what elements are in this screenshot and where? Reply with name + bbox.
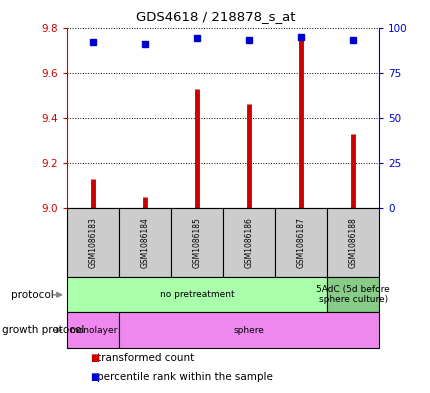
Text: ■: ■ [89, 372, 98, 382]
Text: GSM1086184: GSM1086184 [140, 217, 149, 268]
Text: percentile rank within the sample: percentile rank within the sample [97, 372, 272, 382]
Text: GSM1086186: GSM1086186 [244, 217, 253, 268]
Text: protocol: protocol [11, 290, 53, 300]
Bar [67, 277, 326, 312]
Text: GSM1086183: GSM1086183 [88, 217, 97, 268]
Bar [67, 312, 119, 348]
Bar [223, 208, 274, 277]
Text: transformed count: transformed count [97, 353, 194, 363]
Bar [119, 312, 378, 348]
Bar [67, 208, 119, 277]
Text: no pretreatment: no pretreatment [160, 290, 234, 299]
Text: growth protocol: growth protocol [2, 325, 84, 335]
Text: GSM1086185: GSM1086185 [192, 217, 201, 268]
Bar [119, 208, 171, 277]
Bar [274, 208, 326, 277]
Bar [171, 208, 223, 277]
Text: 5AdC (5d before
sphere culture): 5AdC (5d before sphere culture) [316, 285, 389, 305]
Text: ■: ■ [89, 353, 98, 363]
Text: GSM1086187: GSM1086187 [296, 217, 305, 268]
Text: GSM1086188: GSM1086188 [348, 217, 357, 268]
Text: monolayer: monolayer [68, 326, 117, 334]
Text: sphere: sphere [233, 326, 264, 334]
Bar [326, 208, 378, 277]
Text: GDS4618 / 218878_s_at: GDS4618 / 218878_s_at [135, 10, 295, 23]
Bar [326, 277, 378, 312]
